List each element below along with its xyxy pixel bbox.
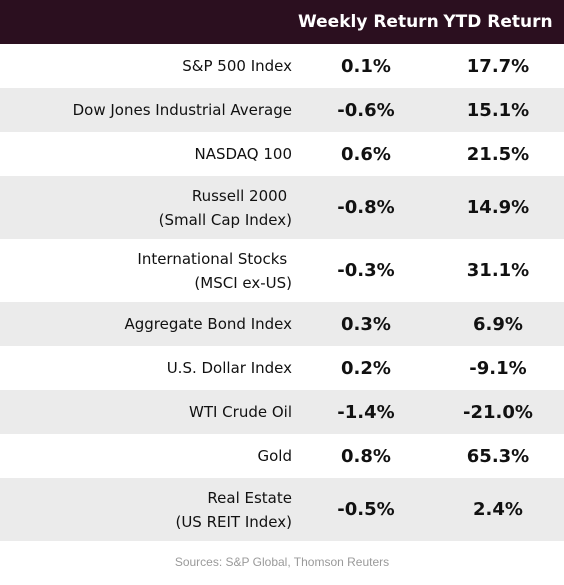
- row-label: Russell 2000 (Small Cap Index): [159, 176, 292, 239]
- ytd-return-value: 31.1%: [466, 260, 530, 281]
- row-label: Aggregate Bond Index: [124, 302, 292, 346]
- row-label: U.S. Dollar Index: [167, 346, 292, 390]
- row-label-line: Gold: [257, 447, 293, 465]
- weekly-return-value: 0.3%: [341, 313, 391, 335]
- row-label: S&P 500 Index: [182, 44, 292, 88]
- ytd-return-value: 21.5%: [466, 143, 530, 165]
- ytd-return-value: 65.3%: [466, 445, 530, 467]
- weekly-return-value: -1.4%: [337, 401, 395, 423]
- weekly-return-header: Weekly Return: [298, 12, 439, 32]
- ytd-return-value: -9.1%: [469, 357, 527, 379]
- ytd-return-value: -21.0%: [463, 401, 533, 423]
- weekly-return-value: 0.1%: [341, 55, 391, 77]
- table-row: WTI Crude Oil -1.4% -21.0%: [0, 390, 564, 434]
- row-label: Real Estate (US REIT Index): [175, 478, 292, 541]
- sources-note: Sources: S&P Global, Thomson Reuters: [174, 555, 390, 569]
- row-label: NASDAQ 100: [195, 132, 293, 176]
- row-label-line: (MSCI ex-US): [194, 273, 292, 292]
- row-label-line: S&P 500 Index: [182, 57, 292, 75]
- table-row: Russell 2000 (Small Cap Index) -0.8% 14.…: [0, 176, 564, 239]
- row-label-line: Aggregate Bond Index: [124, 315, 292, 333]
- row-label-line: Russell 2000: [191, 186, 292, 205]
- weekly-return-value: 0.8%: [341, 445, 391, 467]
- row-label-line: Real Estate: [207, 488, 292, 507]
- table-row: International Stocks (MSCI ex-US) -0.3% …: [0, 239, 564, 302]
- table-row: Dow Jones Industrial Average -0.6% 15.1%: [0, 88, 564, 132]
- row-label: WTI Crude Oil: [189, 390, 292, 434]
- ytd-return-value: 17.7%: [466, 55, 530, 77]
- weekly-return-value: -0.3%: [337, 260, 395, 281]
- row-label: Gold: [258, 434, 293, 478]
- table-row: Aggregate Bond Index 0.3% 6.9%: [0, 302, 564, 346]
- table-row: NASDAQ 100 0.6% 21.5%: [0, 132, 564, 176]
- row-label: Dow Jones Industrial Average: [73, 88, 292, 132]
- table-row: U.S. Dollar Index 0.2% -9.1%: [0, 346, 564, 390]
- row-label-line: Dow Jones Industrial Average: [72, 101, 292, 119]
- weekly-return-value: 0.6%: [341, 143, 391, 165]
- table-header: Weekly Return YTD Return: [0, 0, 564, 44]
- row-label-line: (Small Cap Index): [158, 210, 292, 229]
- weekly-return-value: -0.5%: [337, 499, 395, 520]
- weekly-return-value: 0.2%: [341, 357, 391, 379]
- ytd-return-value: 6.9%: [473, 313, 523, 335]
- ytd-return-value: 15.1%: [466, 99, 530, 121]
- weekly-return-value: -0.6%: [337, 99, 395, 121]
- ytd-return-value: 14.9%: [466, 197, 530, 218]
- row-label-line: NASDAQ 100: [194, 145, 293, 163]
- weekly-return-value: -0.8%: [337, 197, 395, 218]
- table-row: S&P 500 Index 0.1% 17.7%: [0, 44, 564, 88]
- ytd-return-header: YTD Return: [443, 12, 553, 32]
- table-row: Real Estate (US REIT Index) -0.5% 2.4%: [0, 478, 564, 541]
- row-label-line: International Stocks: [137, 249, 292, 268]
- row-label: International Stocks (MSCI ex-US): [137, 239, 292, 302]
- row-label-line: (US REIT Index): [175, 512, 292, 531]
- table-row: Gold 0.8% 65.3%: [0, 434, 564, 478]
- ytd-return-value: 2.4%: [473, 499, 523, 520]
- row-label-line: U.S. Dollar Index: [166, 359, 292, 377]
- row-label-line: WTI Crude Oil: [189, 403, 292, 421]
